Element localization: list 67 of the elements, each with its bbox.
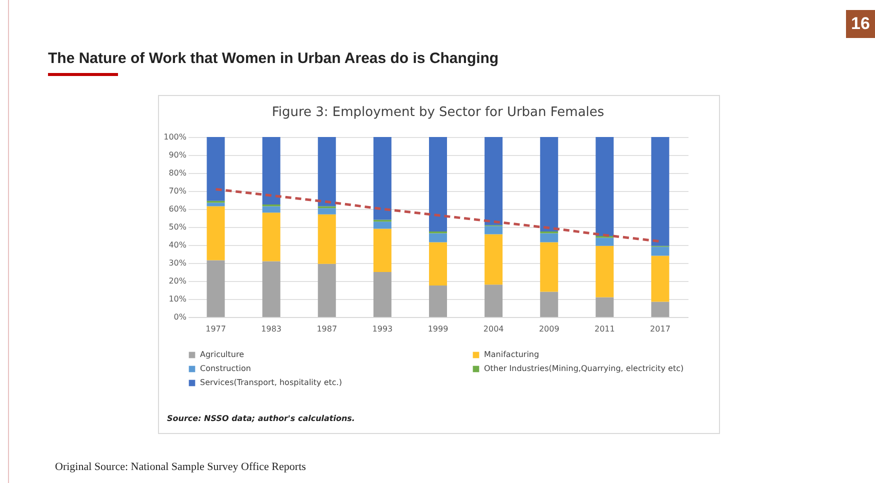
text: Original Source: National Sample Survey Office Reports xyxy=(55,461,306,473)
legend-label: Other Industries(Mining,Quarrying, electricity etc) xyxy=(484,364,684,373)
bar xyxy=(484,137,503,226)
bar xyxy=(206,260,225,317)
y-tick-label: 60% xyxy=(168,204,187,214)
bar xyxy=(373,137,392,220)
y-tick-label: 80% xyxy=(168,168,187,178)
bar xyxy=(262,206,280,213)
bar xyxy=(540,137,558,232)
x-tick-label: 1999 xyxy=(428,324,448,334)
y-tick-label: 50% xyxy=(168,222,187,232)
bar xyxy=(484,234,503,285)
bar xyxy=(596,137,614,236)
source-note: Source: NSSO data; author's calculations. xyxy=(167,414,355,423)
bar xyxy=(429,242,447,286)
bar xyxy=(540,292,558,317)
bar xyxy=(484,226,503,234)
bar xyxy=(373,228,392,272)
bar xyxy=(484,284,503,317)
bar xyxy=(651,256,670,302)
bar xyxy=(262,212,280,262)
bar xyxy=(206,137,225,201)
bar xyxy=(318,208,336,214)
x-tick-label: 1993 xyxy=(372,324,393,334)
bar xyxy=(429,137,447,232)
x-tick-label: 2017 xyxy=(650,324,670,334)
x-tick-label: 2011 xyxy=(594,324,615,334)
bar xyxy=(429,286,447,317)
bar xyxy=(318,137,336,206)
legend-label: Services(Transport, hospitality etc.) xyxy=(200,378,342,387)
y-tick-label: 90% xyxy=(168,150,187,160)
bar xyxy=(596,246,614,298)
bar xyxy=(262,137,280,204)
y-tick-label: 40% xyxy=(168,240,187,250)
bar xyxy=(373,222,392,229)
x-tick-label: 2004 xyxy=(483,324,504,334)
bar xyxy=(540,233,558,242)
bar xyxy=(651,137,670,246)
line-series xyxy=(214,188,662,243)
legend-label: Agriculture xyxy=(200,350,244,359)
bar xyxy=(596,238,614,246)
bar xyxy=(596,297,614,317)
bar xyxy=(206,202,225,206)
y-tick-label: 30% xyxy=(168,258,187,268)
text: 16 xyxy=(846,10,875,38)
chart-subtitle: Figure 3: Employment by Sector for Urban Females xyxy=(272,105,604,120)
x-tick-label: 2009 xyxy=(538,324,560,334)
bar xyxy=(318,264,336,317)
bar xyxy=(651,302,670,317)
x-tick-label: 1983 xyxy=(261,324,282,334)
bar xyxy=(540,242,558,292)
y-tick-label: 10% xyxy=(168,294,187,304)
bar xyxy=(206,206,225,260)
x-tick-label: 1987 xyxy=(316,324,338,334)
legend-label: Manifacturing xyxy=(484,350,540,359)
legend-label: Construction xyxy=(200,364,251,373)
y-tick-label: 0% xyxy=(174,312,187,322)
x-tick-label: 1977 xyxy=(206,324,226,334)
chart-title: The Nature of Work that Women in Urban Areas do is Changing xyxy=(48,50,499,67)
bar xyxy=(262,261,280,317)
bar xyxy=(429,233,447,242)
y-tick-label: 100% xyxy=(164,132,187,142)
y-tick-label: 70% xyxy=(168,186,187,196)
bar xyxy=(651,246,670,256)
bar xyxy=(373,272,392,317)
bar xyxy=(318,214,336,264)
y-tick-label: 20% xyxy=(168,276,187,286)
